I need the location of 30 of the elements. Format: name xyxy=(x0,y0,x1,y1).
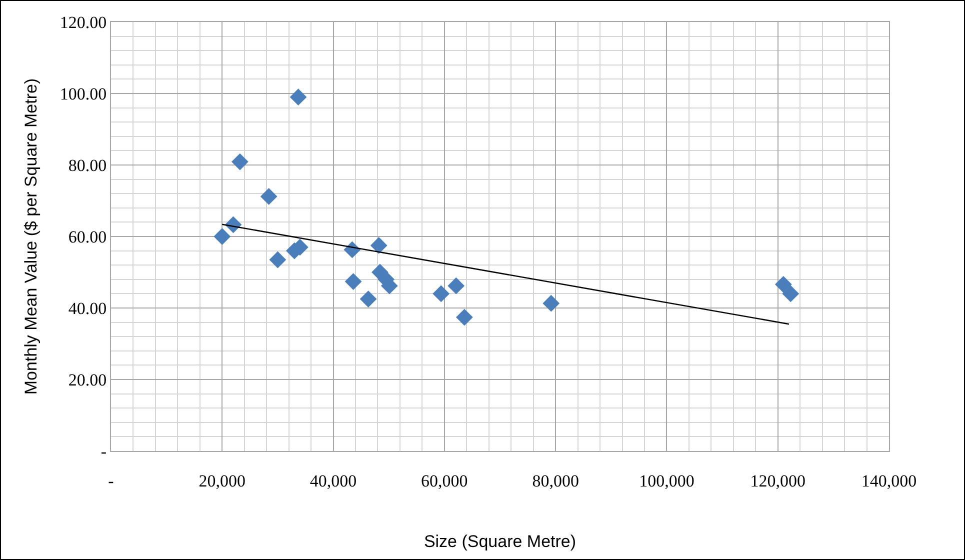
x-tick-label: 20,000 xyxy=(198,471,246,490)
y-tick-label: 60.00 xyxy=(68,227,107,246)
y-tick-label: 100.00 xyxy=(60,84,107,104)
x-axis-title: Size (Square Metre) xyxy=(424,532,576,551)
point xyxy=(774,276,792,293)
point xyxy=(542,294,560,312)
point xyxy=(370,236,388,254)
x-tick-label: 120,000 xyxy=(750,471,806,490)
point xyxy=(269,251,286,268)
point xyxy=(344,273,362,290)
x-tick-label: 140,000 xyxy=(861,471,917,490)
x-tick-label: 60,000 xyxy=(421,471,468,490)
point xyxy=(214,228,231,245)
point xyxy=(290,88,307,106)
y-axis-title: Monthly Mean Value ($ per Square Metre) xyxy=(21,78,40,395)
point xyxy=(360,290,377,308)
point xyxy=(231,153,248,170)
point xyxy=(260,188,278,205)
x-tick-label: 100,000 xyxy=(639,471,694,490)
point xyxy=(456,308,473,326)
x-tick-label: 80,000 xyxy=(532,471,579,490)
y-tick-label: 40.00 xyxy=(68,298,107,318)
point xyxy=(432,285,450,302)
point xyxy=(448,277,465,294)
x-tick-label: 40,000 xyxy=(310,471,357,490)
y-tick-label: 120.00 xyxy=(60,12,107,32)
y-tick-label: 20.00 xyxy=(68,370,107,390)
y-tick-label: 80.00 xyxy=(68,156,107,175)
point xyxy=(782,285,800,302)
y-tick-label: - xyxy=(100,442,107,461)
